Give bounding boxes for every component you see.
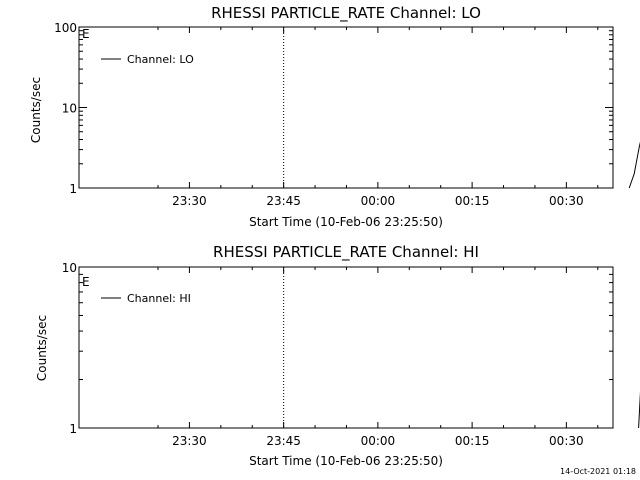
y-tick-label: 10 <box>62 102 77 116</box>
chart-title: RHESSI PARTICLE_RATE Channel: LO <box>211 4 481 23</box>
y-tick-label: 10 <box>62 261 77 275</box>
x-tick-label: 23:45 <box>266 434 301 448</box>
legend-label: Channel: LO <box>127 53 194 66</box>
x-tick-label: 23:30 <box>172 194 207 208</box>
generation-timestamp: 14-Oct-2021 01:18 <box>560 467 636 476</box>
x-tick-label: 00:15 <box>455 194 490 208</box>
y-tick-label: 1 <box>69 422 77 436</box>
x-tick-label: 23:30 <box>172 434 207 448</box>
hi-channel-panel: RHESSI PARTICLE_RATE Channel: HI Counts/… <box>35 243 640 468</box>
x-tick-label: 00:30 <box>549 194 584 208</box>
chart-title: RHESSI PARTICLE_RATE Channel: HI <box>213 243 479 262</box>
x-tick-label: 00:30 <box>549 434 584 448</box>
y-tick-label: 1 <box>69 182 77 196</box>
left-e-marker: E <box>82 27 90 41</box>
x-tick-label: 00:15 <box>455 434 490 448</box>
x-tick-label: 00:00 <box>361 434 396 448</box>
x-tick-label: 23:45 <box>266 194 301 208</box>
y-tick-label: 100 <box>54 21 77 35</box>
lo-channel-panel: RHESSI PARTICLE_RATE Channel: LO Counts/… <box>29 4 640 229</box>
legend-label: Channel: HI <box>127 292 191 305</box>
x-axis-label: Start Time (10-Feb-06 23:25:50) <box>249 454 443 468</box>
x-tick-label: 00:00 <box>361 194 396 208</box>
y-axis-label: Counts/sec <box>29 77 43 143</box>
y-axis-label: Counts/sec <box>35 315 49 381</box>
left-e-marker: E <box>82 275 90 289</box>
x-axis-label: Start Time (10-Feb-06 23:25:50) <box>249 215 443 229</box>
